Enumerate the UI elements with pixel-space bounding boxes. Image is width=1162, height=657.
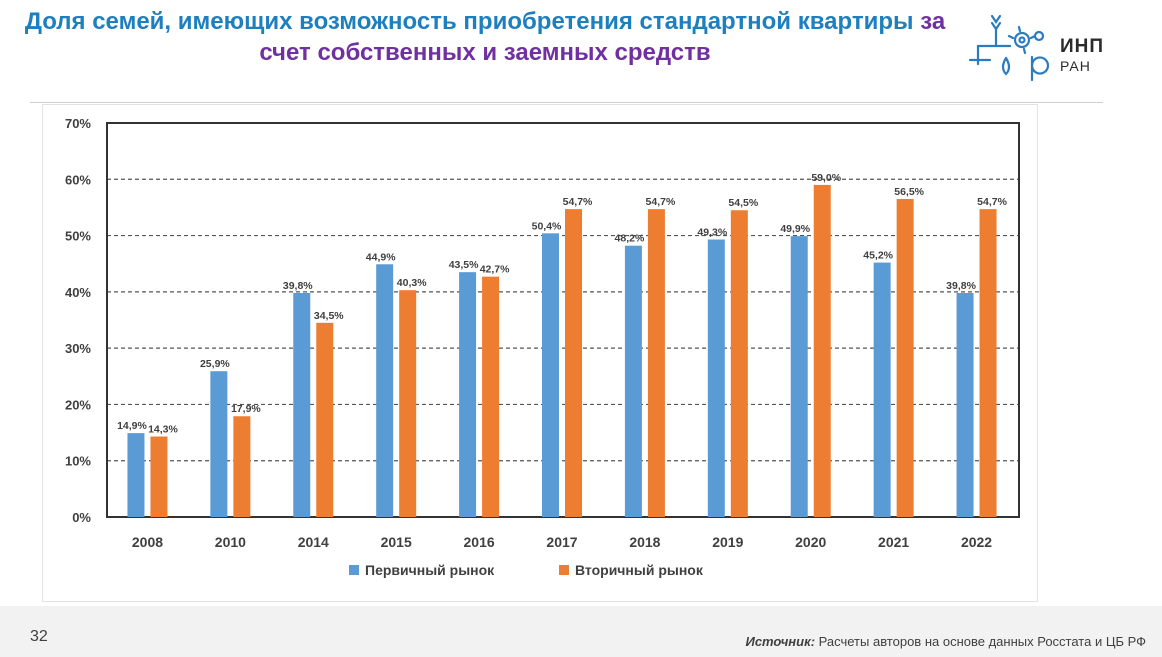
- data-label: 44,9%: [366, 251, 396, 263]
- y-tick-label: 40%: [65, 285, 91, 300]
- source-note: Источник: Расчеты авторов на основе данн…: [745, 634, 1146, 649]
- bar-primary: [790, 236, 808, 518]
- x-tick-label: 2019: [712, 534, 743, 550]
- data-label: 34,5%: [314, 310, 344, 322]
- legend-label: Первичный рынок: [365, 562, 495, 578]
- logo-text-inp: ИНП: [1060, 36, 1105, 57]
- data-label: 14,3%: [148, 424, 178, 436]
- x-tick-label: 2021: [878, 534, 909, 550]
- page-number: 32: [30, 628, 48, 645]
- bar-primary: [956, 292, 974, 517]
- y-tick-label: 30%: [65, 341, 91, 356]
- x-tick-label: 2018: [629, 534, 660, 550]
- footer-bar: 32 Источник: Расчеты авторов на основе д…: [0, 606, 1162, 657]
- y-tick-label: 10%: [65, 454, 91, 469]
- bar-secondary: [482, 276, 500, 517]
- bar-secondary: [647, 209, 665, 518]
- data-label: 40,3%: [397, 277, 427, 289]
- y-tick-label: 60%: [65, 172, 91, 187]
- title-divider: [30, 102, 1103, 103]
- y-tick-label: 20%: [65, 397, 91, 412]
- bar-secondary: [399, 290, 417, 517]
- bar-secondary: [896, 198, 914, 517]
- y-tick-label: 0%: [72, 510, 91, 525]
- title-part-2: за счет собственных и заемных средств: [259, 8, 946, 66]
- data-label: 43,5%: [449, 259, 479, 271]
- bar-primary: [624, 245, 642, 517]
- bar-primary: [459, 272, 477, 517]
- bar-secondary: [979, 209, 997, 518]
- y-tick-label: 70%: [65, 116, 91, 131]
- data-label: 54,7%: [563, 196, 593, 208]
- bar-primary: [210, 371, 228, 517]
- bar-primary: [127, 433, 145, 517]
- data-label: 45,2%: [863, 250, 893, 262]
- bar-secondary: [316, 322, 334, 517]
- legend-swatch: [559, 565, 569, 575]
- x-tick-label: 2015: [381, 534, 412, 550]
- logo-text-ran: РАН: [1060, 58, 1091, 74]
- data-label: 48,2%: [615, 233, 645, 245]
- inp-ran-logo: ИНП РАН: [966, 12, 1116, 82]
- data-label: 49,9%: [780, 223, 810, 235]
- x-tick-label: 2014: [298, 534, 329, 550]
- data-label: 54,7%: [646, 196, 676, 208]
- logo-emblem-icon: [968, 14, 1049, 82]
- title-part-1: Доля семей, имеющих возможность приобрет…: [24, 8, 914, 35]
- data-label: 17,9%: [231, 403, 261, 415]
- bar-secondary: [150, 436, 168, 517]
- bar-primary: [707, 239, 725, 518]
- x-tick-label: 2010: [215, 534, 246, 550]
- data-label: 49,3%: [697, 227, 727, 239]
- slide-title: Доля семей, имеющих возможность приобрет…: [20, 6, 950, 68]
- data-label: 42,7%: [480, 264, 510, 276]
- bar-chart: 0% 10% 20% 30% 40% 50% 60% 70% 14,9% 14,3% 2008 25,…: [65, 116, 1020, 578]
- x-tick-label: 2016: [464, 534, 495, 550]
- data-label: 54,5%: [728, 197, 758, 209]
- data-label: 25,9%: [200, 358, 230, 370]
- bar-primary: [873, 262, 891, 517]
- bar-secondary: [565, 209, 582, 518]
- data-label: 59,0%: [811, 172, 841, 184]
- bar-secondary: [813, 184, 831, 517]
- source-label: Источник:: [745, 634, 816, 649]
- bar-primary: [376, 264, 394, 517]
- data-label: 39,8%: [283, 280, 313, 292]
- legend-swatch: [349, 565, 359, 575]
- source-text: Расчеты авторов на основе данных Росстат…: [818, 634, 1146, 649]
- chart-frame: 0% 10% 20% 30% 40% 50% 60% 70% 14,9% 14,3% 2008 25,…: [42, 104, 1038, 602]
- plot-area-border: [106, 122, 1020, 518]
- bar-secondary: [730, 210, 748, 517]
- data-label: 56,5%: [894, 186, 924, 198]
- data-label: 50,4%: [532, 220, 562, 232]
- data-label: 54,7%: [977, 196, 1007, 208]
- x-tick-label: 2017: [546, 534, 577, 550]
- data-label: 39,8%: [946, 280, 976, 292]
- legend-label: Вторичный рынок: [575, 562, 704, 578]
- x-tick-label: 2020: [795, 534, 826, 550]
- data-label: 14,9%: [117, 420, 147, 432]
- bar-primary: [293, 292, 311, 517]
- bar-primary: [542, 233, 559, 517]
- bar-secondary: [233, 416, 251, 517]
- x-tick-label: 2008: [132, 534, 163, 550]
- x-tick-label: 2022: [961, 534, 992, 550]
- y-tick-label: 50%: [65, 229, 91, 244]
